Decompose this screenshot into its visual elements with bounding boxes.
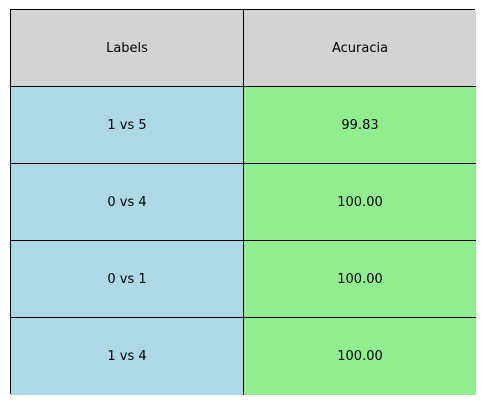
label-cell: 1 vs 5 — [11, 87, 244, 164]
accuracy-cell: 100.00 — [244, 241, 476, 318]
header-cell-acuracia: Acuracia — [244, 10, 476, 87]
accuracy-cell: 100.00 — [244, 318, 476, 395]
label-cell: 0 vs 1 — [11, 241, 244, 318]
label-cell: 0 vs 4 — [11, 164, 244, 241]
label-cell: 1 vs 4 — [11, 318, 244, 395]
accuracy-cell: 99.83 — [244, 87, 476, 164]
header-cell-labels: Labels — [11, 10, 244, 87]
accuracy-cell: 100.00 — [244, 164, 476, 241]
accuracy-table: Labels Acuracia 1 vs 5 99.83 0 vs 4 100.00 0 v… — [10, 9, 476, 395]
